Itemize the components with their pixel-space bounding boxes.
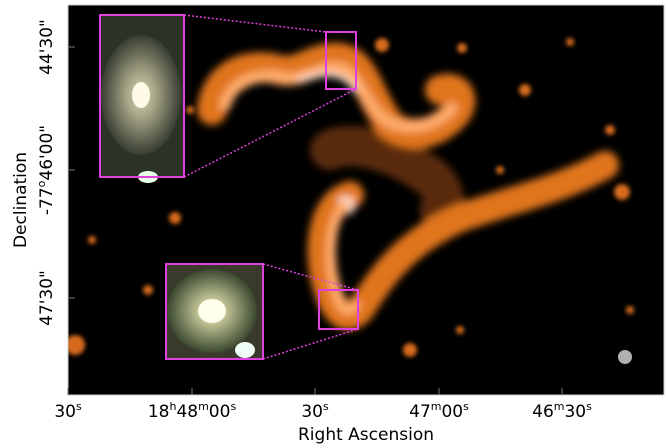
- x-tick-part: m: [198, 400, 209, 413]
- y-tick-label: -77o46'00": [35, 125, 57, 215]
- x-tick-label: 46m30s: [532, 400, 592, 422]
- x-tick-part: m: [431, 400, 442, 413]
- x-tick-part: s: [586, 400, 592, 413]
- beam: [618, 350, 632, 364]
- y-tick-part: -77: [37, 187, 57, 215]
- y-tick-part: 44'30": [37, 19, 57, 75]
- x-tick-part: 47: [409, 402, 431, 422]
- x-tick-part: 30: [564, 402, 586, 422]
- x-tick-part: 30: [54, 402, 76, 422]
- x-tick-part: s: [323, 400, 329, 413]
- x-tick-part: 00: [441, 402, 463, 422]
- y-tick-part: 47'30": [37, 270, 57, 326]
- x-tick-label: 47m00s: [409, 400, 469, 422]
- x-tick-part: 00: [209, 402, 231, 422]
- x-tick-part: h: [169, 400, 176, 413]
- y-tick-label: 47'30": [37, 270, 57, 326]
- x-tick-part: s: [230, 400, 236, 413]
- x-tick-part: 46: [532, 402, 554, 422]
- x-tick-part: s: [463, 400, 469, 413]
- x-tick-part: 18: [148, 402, 170, 422]
- figure: Right Ascension Declination 30s18h48m00s…: [0, 0, 668, 448]
- x-tick-part: m: [554, 400, 565, 413]
- y-axis-label: Declination: [11, 152, 31, 248]
- y-tick-label: 44'30": [37, 19, 57, 75]
- y-tick-part: 46'00": [37, 125, 57, 181]
- x-tick-part: s: [76, 400, 82, 413]
- x-tick-label: 30s: [301, 400, 329, 422]
- x-tick-part: 48: [176, 402, 198, 422]
- x-tick-label: 18h48m00s: [148, 400, 237, 422]
- x-axis-label: Right Ascension: [298, 425, 434, 445]
- radio-map: [65, 5, 664, 395]
- x-tick-part: 30: [301, 402, 323, 422]
- x-tick-label: 30s: [54, 400, 82, 422]
